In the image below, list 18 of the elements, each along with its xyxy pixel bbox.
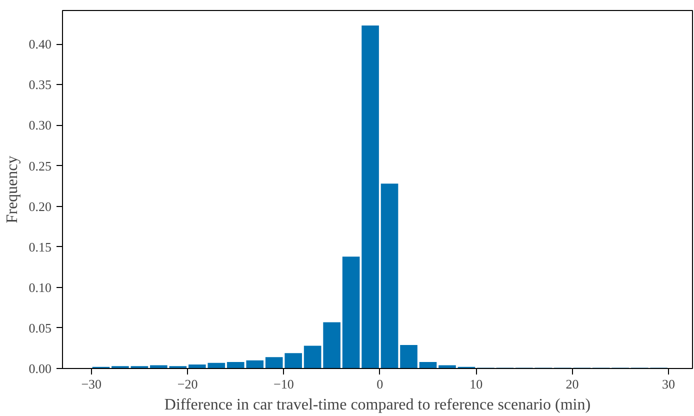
y-tick-label: 0.15 <box>28 239 52 254</box>
y-tick-label: 0.20 <box>28 198 52 214</box>
x-tick-label: 10 <box>470 376 483 392</box>
y-tick-label: 0.30 <box>28 118 52 133</box>
y-tick-label: 0.10 <box>28 280 52 295</box>
y-tick-label: 0.40 <box>28 36 52 52</box>
x-axis-title: Difference in car travel-time compared to reference scenario (min) <box>164 396 591 414</box>
x-tick-label: −20 <box>177 376 198 392</box>
y-axis-title: Frequency <box>4 156 21 224</box>
y-tick-label: 0.25 <box>28 158 52 174</box>
y-tick-label: 0.35 <box>28 77 52 92</box>
x-tick-label: 0 <box>376 376 384 392</box>
y-tick-label: 0.05 <box>28 320 52 336</box>
x-tick-label: −10 <box>274 376 294 392</box>
x-tick-label: 30 <box>662 376 675 392</box>
y-tick-label: 0.00 <box>28 361 52 376</box>
x-tick-label: −30 <box>81 376 102 392</box>
x-tick-label: 20 <box>566 376 579 392</box>
